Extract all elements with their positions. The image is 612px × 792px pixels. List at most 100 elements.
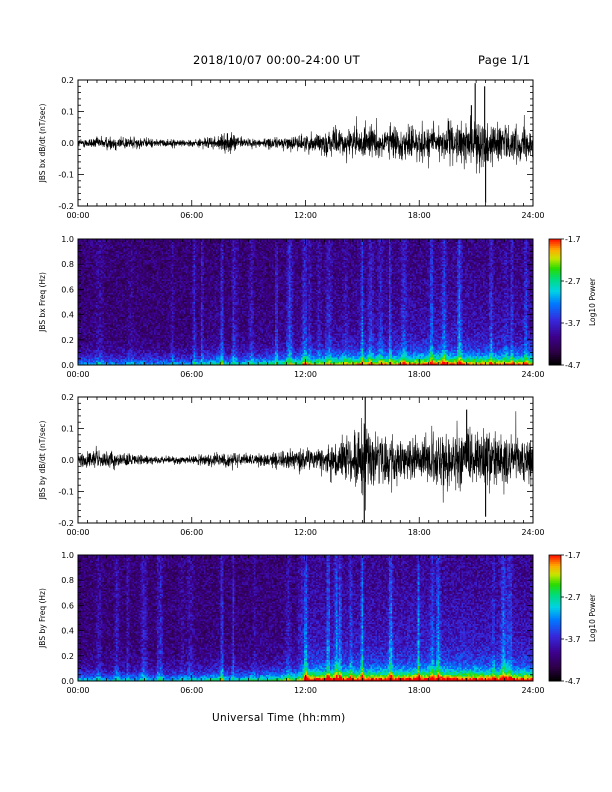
y-axis-label: JBS by dB/dt (nT/sec) xyxy=(38,421,47,501)
y-tick-label: 0.8 xyxy=(61,576,74,585)
y-tick-label: 0.1 xyxy=(61,108,74,117)
colorbar-swatch xyxy=(549,653,561,657)
y-tick-label: 0.0 xyxy=(61,139,74,148)
colorbar-swatch xyxy=(549,339,561,343)
colorbar-swatch xyxy=(549,243,561,246)
colorbar-swatch xyxy=(549,559,561,562)
y-tick-label: 0.6 xyxy=(61,285,74,294)
colorbar-swatch xyxy=(549,257,561,261)
page-title: 2018/10/07 00:00-24:00 UT xyxy=(193,53,360,67)
y-tick-label: 1.0 xyxy=(61,235,74,244)
colorbar-swatch xyxy=(549,312,561,316)
colorbar-swatch xyxy=(549,241,561,244)
colorbar-swatch xyxy=(549,331,561,334)
x-tick-label: 12:00 xyxy=(294,370,317,379)
colorbar-swatch xyxy=(549,649,561,653)
colorbar-swatch xyxy=(549,306,561,309)
y-tick-label: -0.2 xyxy=(58,519,74,528)
colorbar-tick-label: -2.7 xyxy=(565,593,581,602)
colorbar-swatch xyxy=(549,335,561,339)
colorbar-swatch xyxy=(549,565,561,569)
colorbar-swatch xyxy=(549,662,561,665)
colorbar-swatch xyxy=(549,571,561,575)
y-tick-label: 0.4 xyxy=(61,627,74,636)
colorbar-swatch xyxy=(549,253,561,257)
y-tick-label: -0.2 xyxy=(58,202,74,211)
x-tick-label: 24:00 xyxy=(521,370,544,379)
x-tick-label: 00:00 xyxy=(66,211,89,220)
x-tick-label: 24:00 xyxy=(521,686,544,695)
colorbar-swatch xyxy=(549,333,561,337)
colorbar-swatch xyxy=(549,354,561,358)
colorbar-swatch xyxy=(549,618,561,621)
colorbar-swatch xyxy=(549,323,561,326)
colorbar-swatch xyxy=(549,672,561,676)
colorbar-swatch xyxy=(549,609,561,613)
colorbar-swatch xyxy=(549,626,561,629)
colorbar-tick-label: -2.7 xyxy=(565,277,581,286)
colorbar-swatch xyxy=(549,599,561,602)
colorbar-swatch xyxy=(549,620,561,623)
colorbar-swatch xyxy=(549,563,561,566)
colorbar-swatch xyxy=(549,674,561,678)
colorbar-swatch xyxy=(549,636,561,640)
colorbar-swatch xyxy=(549,249,561,253)
colorbar-swatch xyxy=(549,586,561,590)
colorbar-swatch xyxy=(549,613,561,617)
x-tick-label: 18:00 xyxy=(408,686,431,695)
x-axis-title: Universal Time (hh:mm) xyxy=(212,712,346,724)
y-tick-label: 0.2 xyxy=(61,393,74,402)
colorbar-swatch xyxy=(549,643,561,646)
colorbar-swatch xyxy=(549,615,561,619)
colorbar-swatch xyxy=(549,660,561,663)
colorbar-frame xyxy=(548,238,562,366)
colorbar-swatch xyxy=(549,578,561,581)
spectrogram-heatmap xyxy=(78,555,533,681)
colorbar-swatch xyxy=(549,276,561,280)
y-tick-label: 0.0 xyxy=(61,456,74,465)
colorbar-swatch xyxy=(549,337,561,341)
x-tick-label: 06:00 xyxy=(180,528,203,537)
y-tick-label: -0.1 xyxy=(58,171,74,180)
colorbar-swatch xyxy=(549,304,561,307)
y-tick-label: 0.6 xyxy=(61,601,74,610)
colorbar-swatch xyxy=(549,270,561,274)
colorbar-swatch xyxy=(549,247,561,250)
colorbar-swatch xyxy=(549,314,561,318)
x-tick-label: 18:00 xyxy=(408,370,431,379)
colorbar-swatch xyxy=(549,641,561,644)
colorbar-swatch xyxy=(549,584,561,587)
colorbar-swatch xyxy=(549,576,561,579)
colorbar-tick-label: -1.7 xyxy=(565,551,581,560)
colorbar-swatch xyxy=(549,647,561,650)
colorbar-swatch xyxy=(549,344,561,347)
colorbar-swatch xyxy=(549,346,561,349)
colorbar-swatch xyxy=(549,348,561,351)
colorbar-swatch xyxy=(549,239,561,242)
spectrogram-heatmap xyxy=(78,239,533,365)
colorbar-swatch xyxy=(549,264,561,267)
colorbar-swatch xyxy=(549,308,561,311)
colorbar-swatch xyxy=(549,645,561,648)
colorbar-swatch xyxy=(549,670,561,674)
y-tick-label: 0.2 xyxy=(61,336,74,345)
colorbar-swatch xyxy=(549,603,561,606)
colorbar-swatch xyxy=(549,567,561,571)
colorbar-swatch xyxy=(549,657,561,661)
y-tick-label: 0.2 xyxy=(61,652,74,661)
colorbar-swatch xyxy=(549,316,561,320)
x-tick-label: 12:00 xyxy=(294,528,317,537)
colorbar-tick-label: -3.7 xyxy=(565,635,581,644)
colorbar-swatch xyxy=(549,251,561,255)
colorbar-swatch xyxy=(549,651,561,655)
colorbar-swatch xyxy=(549,295,561,299)
colorbar-tick-label: -1.7 xyxy=(565,235,581,244)
x-tick-label: 18:00 xyxy=(408,211,431,220)
colorbar-swatch xyxy=(549,664,561,667)
x-tick-label: 06:00 xyxy=(180,211,203,220)
